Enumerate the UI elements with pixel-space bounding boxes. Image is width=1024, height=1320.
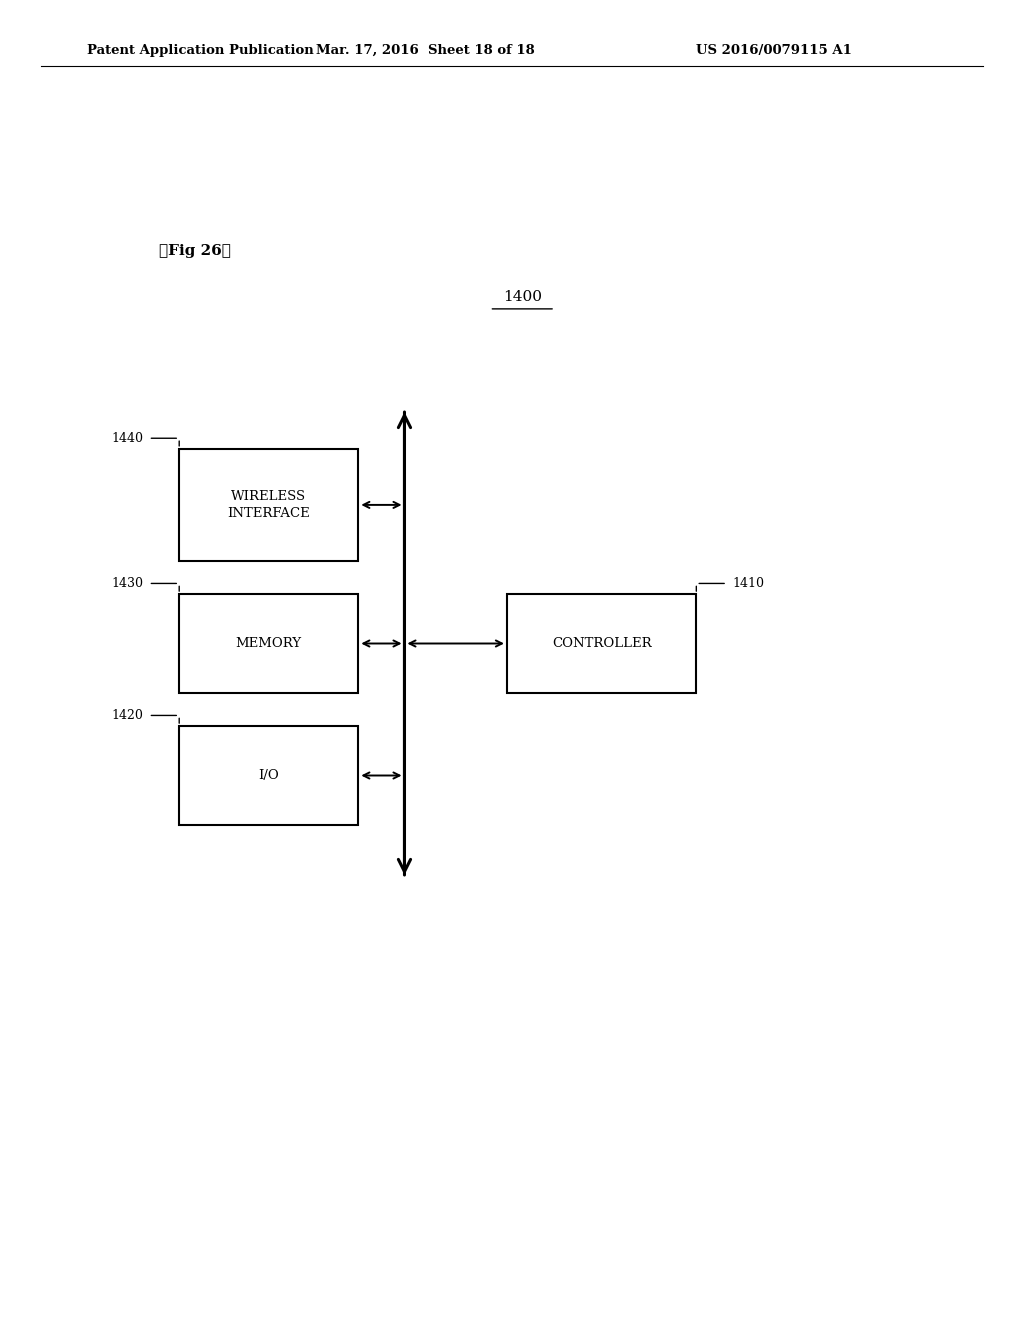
Text: 1440: 1440 [112, 432, 143, 445]
Text: 1420: 1420 [112, 709, 143, 722]
Text: 1430: 1430 [112, 577, 143, 590]
FancyBboxPatch shape [179, 594, 358, 693]
Text: 1400: 1400 [503, 289, 542, 304]
Text: I/O: I/O [258, 770, 280, 781]
Text: Patent Application Publication: Patent Application Publication [87, 44, 313, 57]
Text: US 2016/0079115 A1: US 2016/0079115 A1 [696, 44, 852, 57]
Text: 1410: 1410 [732, 577, 764, 590]
FancyBboxPatch shape [179, 449, 358, 561]
FancyBboxPatch shape [507, 594, 696, 693]
Text: CONTROLLER: CONTROLLER [552, 638, 651, 649]
Text: 【Fig 26】: 【Fig 26】 [159, 244, 230, 257]
FancyBboxPatch shape [179, 726, 358, 825]
Text: MEMORY: MEMORY [236, 638, 302, 649]
Text: Mar. 17, 2016  Sheet 18 of 18: Mar. 17, 2016 Sheet 18 of 18 [315, 44, 535, 57]
Text: WIRELESS
INTERFACE: WIRELESS INTERFACE [227, 490, 310, 520]
